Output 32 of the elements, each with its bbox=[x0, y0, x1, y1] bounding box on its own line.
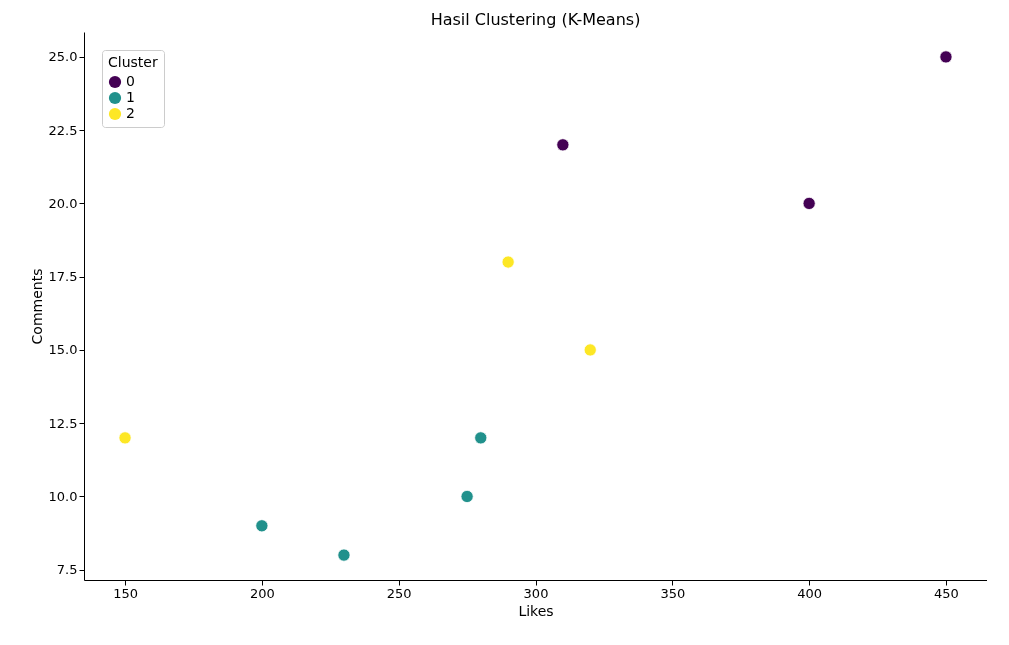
y-axis-title: Comments bbox=[28, 268, 45, 345]
legend-title: Cluster bbox=[108, 54, 158, 70]
x-axis-title: Likes bbox=[518, 602, 554, 619]
chart-title: Hasil Clustering (K-Means) bbox=[430, 10, 641, 29]
x-tick-label: 350 bbox=[660, 585, 686, 601]
y-tick-label: 12.5 bbox=[48, 415, 78, 431]
x-tick-label: 150 bbox=[113, 585, 138, 601]
y-tick-label: 20.0 bbox=[48, 195, 78, 211]
x-tick-label: 200 bbox=[249, 585, 275, 601]
point bbox=[337, 548, 351, 562]
point bbox=[255, 519, 269, 533]
point bbox=[460, 489, 474, 503]
point bbox=[474, 431, 488, 445]
point bbox=[583, 343, 597, 357]
legend-label: 2 bbox=[126, 105, 135, 121]
point bbox=[501, 255, 515, 269]
y-tick-label: 22.5 bbox=[48, 122, 78, 138]
point bbox=[556, 138, 570, 152]
point bbox=[939, 50, 953, 64]
x-tick-label: 300 bbox=[523, 585, 549, 601]
y-tick-label: 15.0 bbox=[48, 342, 78, 358]
legend-label: 0 bbox=[126, 73, 135, 89]
point bbox=[802, 196, 816, 210]
y-tick-label: 25.0 bbox=[48, 49, 78, 65]
y-tick-label: 17.5 bbox=[48, 269, 78, 285]
x-tick-label: 450 bbox=[934, 585, 959, 601]
point bbox=[118, 431, 132, 445]
legend-label: 1 bbox=[126, 89, 135, 105]
y-tick-label: 7.5 bbox=[56, 562, 78, 578]
y-tick-label: 10.0 bbox=[48, 488, 78, 504]
x-tick-label: 400 bbox=[797, 585, 823, 601]
x-tick-label: 250 bbox=[386, 585, 412, 601]
